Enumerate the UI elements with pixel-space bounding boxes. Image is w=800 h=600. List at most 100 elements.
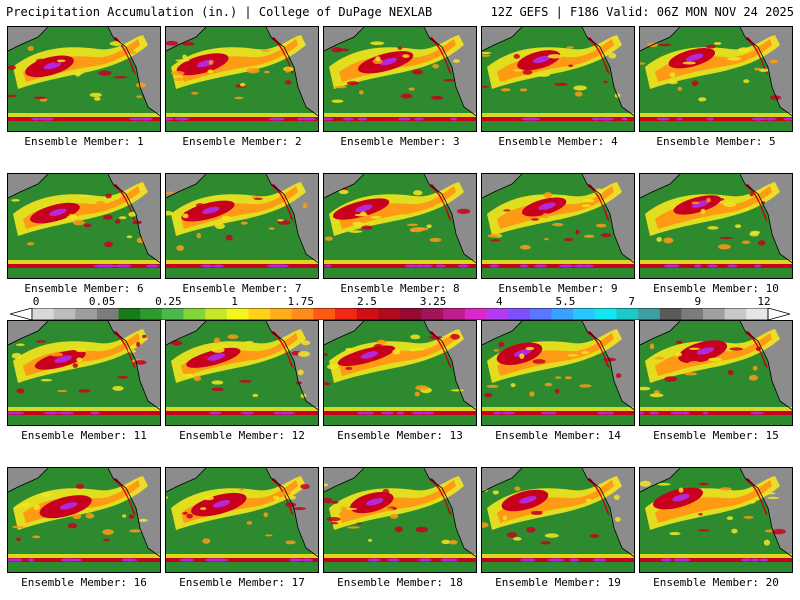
precip-map xyxy=(8,321,160,425)
run-info: 12Z GEFS | F186 Valid: 06Z MON NOV 24 20… xyxy=(490,5,794,19)
ensemble-panel xyxy=(7,173,161,279)
ensemble-member-label: Ensemble Member: 9 xyxy=(498,282,618,295)
precip-map xyxy=(166,468,318,572)
ensemble-member-label: Ensemble Member: 18 xyxy=(337,576,463,589)
colorbar-tick-label: 7 xyxy=(628,295,635,308)
colorbar-segment xyxy=(746,308,769,320)
colorbar-segment xyxy=(400,308,422,320)
precip-map xyxy=(8,468,160,572)
colorbar-segment xyxy=(313,308,336,320)
ensemble-panel xyxy=(165,26,319,132)
colorbar-tick-label: 3.25 xyxy=(419,295,447,308)
ensemble-panel xyxy=(481,467,635,573)
ensemble-member-label: Ensemble Member: 6 xyxy=(24,282,144,295)
precip-map xyxy=(8,174,160,278)
ensemble-panel xyxy=(323,320,477,426)
colorbar-tick-label: 1.75 xyxy=(287,295,314,308)
ensemble-panel xyxy=(7,320,161,426)
colorbar-segment xyxy=(378,308,401,320)
colorbar-segment xyxy=(529,308,552,320)
colorbar-segment xyxy=(248,308,271,320)
colorbar-tick-label: 2.5 xyxy=(356,295,377,308)
precip-map xyxy=(324,27,476,131)
ensemble-member-label: Ensemble Member: 2 xyxy=(182,135,302,148)
precip-map xyxy=(8,27,160,131)
ensemble-panel xyxy=(639,173,793,279)
map-header: Precipitation Accumulation (in.) | Colle… xyxy=(0,0,800,24)
ensemble-member-label: Ensemble Member: 16 xyxy=(21,576,147,589)
ensemble-member-label: Ensemble Member: 12 xyxy=(179,429,305,442)
ensemble-member-label: Ensemble Member: 19 xyxy=(495,576,621,589)
precip-map xyxy=(640,321,792,425)
colorbar-segment xyxy=(75,308,98,320)
precip-map xyxy=(640,174,792,278)
colorbar-segment xyxy=(508,308,531,320)
colorbar-tick-label: 0 xyxy=(32,295,40,308)
colorbar-segment xyxy=(551,308,574,320)
colorbar-segment xyxy=(659,308,682,320)
ensemble-panel xyxy=(165,467,319,573)
colorbar-segment xyxy=(183,308,206,320)
colorbar-segment xyxy=(486,308,509,320)
ensemble-panel xyxy=(639,467,793,573)
ensemble-panel xyxy=(639,26,793,132)
ensemble-panel xyxy=(165,320,319,426)
colorbar-segment xyxy=(616,308,639,320)
colorbar-tick-label: 0.05 xyxy=(88,295,116,308)
colorbar-tick-label: 4 xyxy=(495,295,503,308)
colorbar-segment xyxy=(681,308,704,320)
colorbar-segment xyxy=(464,308,487,320)
ensemble-member-label: Ensemble Member: 3 xyxy=(340,135,460,148)
ensemble-member-label: Ensemble Member: 13 xyxy=(337,429,463,442)
colorbar-segment xyxy=(226,308,249,320)
ensemble-panel xyxy=(165,173,319,279)
ensemble-member-label: Ensemble Member: 8 xyxy=(340,282,460,295)
colorbar-segment xyxy=(96,308,119,320)
colorbar-tick-label: 12 xyxy=(757,295,771,308)
colorbar-tick-label: 9 xyxy=(694,295,702,308)
ensemble-member-label: Ensemble Member: 11 xyxy=(21,429,147,442)
colorbar-tick-label: 0.25 xyxy=(155,295,182,308)
colorbar-segment xyxy=(594,308,617,320)
colorbar-segment xyxy=(32,308,54,320)
colorbar-segment xyxy=(53,308,76,320)
ensemble-member-label: Ensemble Member: 15 xyxy=(653,429,779,442)
ensemble-panel xyxy=(481,320,635,426)
colorbar-segment xyxy=(703,308,726,320)
colorbar-segment xyxy=(335,308,358,320)
precip-map xyxy=(640,468,792,572)
colorbar-segment xyxy=(291,308,314,320)
ensemble-member-label: Ensemble Member: 5 xyxy=(656,135,776,148)
colorbar-tick-label: 1 xyxy=(231,295,238,308)
precip-map xyxy=(482,321,634,425)
precip-map xyxy=(166,174,318,278)
colorbar-segment xyxy=(118,308,141,320)
precip-map xyxy=(640,27,792,131)
ensemble-panel xyxy=(323,467,477,573)
ensemble-member-label: Ensemble Member: 14 xyxy=(495,429,621,442)
ensemble-panel xyxy=(481,26,635,132)
ensemble-panel xyxy=(7,26,161,132)
colorbar-segment xyxy=(638,308,661,320)
colorbar-tick-label: 5.5 xyxy=(555,295,576,308)
colorbar-segment xyxy=(573,308,596,320)
colorbar-scale xyxy=(10,308,790,320)
precip-map xyxy=(324,321,476,425)
ensemble-panel xyxy=(7,467,161,573)
map-title: Precipitation Accumulation (in.) | Colle… xyxy=(6,5,433,19)
colorbar-segment xyxy=(356,308,379,320)
precip-map xyxy=(166,27,318,131)
ensemble-member-label: Ensemble Member: 1 xyxy=(24,135,144,148)
colorbar-segment xyxy=(421,308,444,320)
ensemble-panel xyxy=(481,173,635,279)
ensemble-panel xyxy=(323,26,477,132)
ensemble-panel xyxy=(639,320,793,426)
precip-map xyxy=(482,174,634,278)
ensemble-panel xyxy=(323,173,477,279)
precip-map xyxy=(324,174,476,278)
ensemble-member-label: Ensemble Member: 4 xyxy=(498,135,618,148)
ensemble-member-label: Ensemble Member: 20 xyxy=(653,576,779,589)
precip-map xyxy=(482,468,634,572)
colorbar-segment xyxy=(205,308,228,320)
colorbar: 0 0.05 0.25 1 1.75 2.5 3.25 4 5.5 7 9 12 xyxy=(10,296,790,320)
